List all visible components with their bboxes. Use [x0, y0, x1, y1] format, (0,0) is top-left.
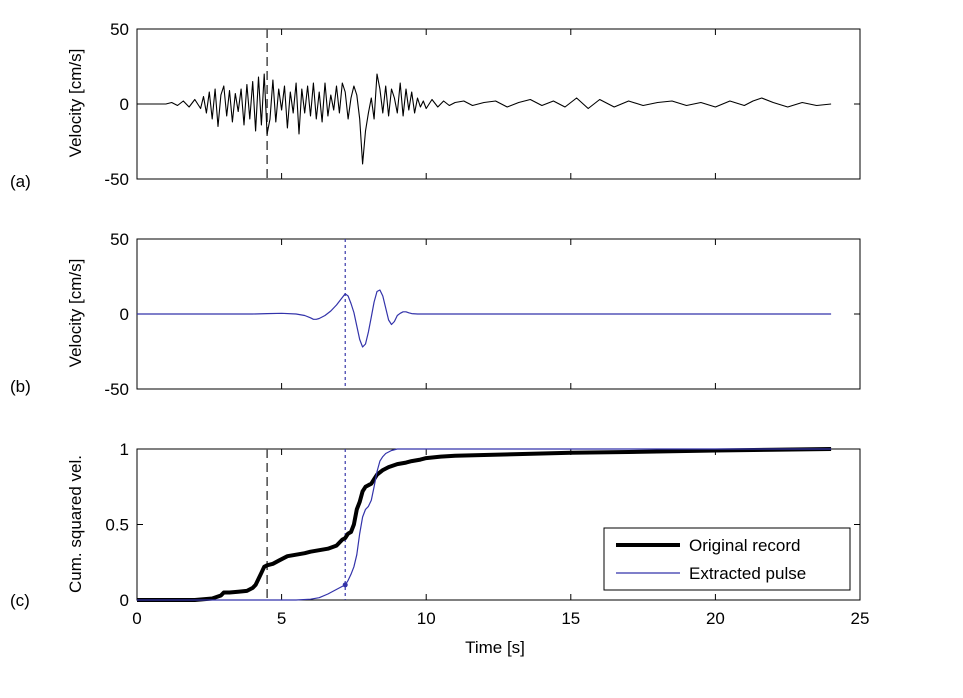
- panel-c-x-tick-label: 10: [417, 609, 436, 628]
- panel-b-y-tick-label: 50: [110, 230, 129, 249]
- panel-c-series-line-extracted-pulse: [137, 448, 832, 601]
- panel-b-label: (b): [10, 377, 31, 396]
- panel-a-y-tick-label: 50: [110, 20, 129, 39]
- panel-c-y-tick-label: 1: [120, 440, 129, 459]
- panel-a-series-line-0: [137, 73, 832, 165]
- panel-b-y-tick-label: -50: [104, 380, 129, 399]
- panel-b-y-tick-labels: -50 0 50: [104, 230, 129, 399]
- panel-c-xlabel: Time [s]: [465, 638, 525, 657]
- panel-c-series-line-original-record: [137, 447, 832, 602]
- panel-c-markers: [342, 582, 348, 588]
- panel-b-series-line-0: [137, 289, 832, 348]
- panel-a-ylabel: Velocity [cm/s]: [66, 49, 85, 158]
- panel-b-y-tick-label: 0: [120, 305, 129, 324]
- legend: Original record Extracted pulse: [603, 527, 851, 591]
- panel-c-y-tick-labels: 00.51: [105, 440, 129, 610]
- panel-c-label: (c): [10, 591, 30, 610]
- legend-box: [603, 527, 851, 591]
- panel-a-series: [137, 73, 832, 165]
- panel-b-series: [137, 289, 832, 348]
- panel-c-vlines: [266, 449, 346, 600]
- panel-c-y-tick-label: 0: [120, 591, 129, 610]
- panel-a-y-tick-label: -50: [104, 170, 129, 189]
- panel-c-x-tick-label: 15: [561, 609, 580, 628]
- panel-c-series: [137, 447, 832, 602]
- panel-b-ylabel: Velocity [cm/s]: [66, 259, 85, 368]
- panel-c-x-tick-label: 5: [277, 609, 286, 628]
- panel-a-label: (a): [10, 172, 31, 191]
- legend-label-original: Original record: [689, 536, 801, 555]
- panel-c-x-tick-label: 20: [706, 609, 725, 628]
- panel-c-onset-marker: [342, 582, 348, 588]
- panel-c-x-tick-label: 25: [851, 609, 870, 628]
- panel-c-x-tick-labels: 0 5 10 15 20 25: [132, 609, 869, 628]
- panel-c-y-tick-label: 0.5: [105, 516, 129, 535]
- panel-c-x-tick-label: 0: [132, 609, 141, 628]
- panel-c-ylabel: Cum. squared vel.: [66, 455, 85, 593]
- panel-a-y-tick-label: 0: [120, 95, 129, 114]
- panel-a: (a) Velocity [cm/s] -50 0 50: [10, 20, 861, 191]
- legend-label-extracted: Extracted pulse: [689, 564, 806, 583]
- panel-b: (b) Velocity [cm/s] -50 0 50: [10, 230, 861, 399]
- panel-a-y-tick-labels: -50 0 50: [104, 20, 129, 189]
